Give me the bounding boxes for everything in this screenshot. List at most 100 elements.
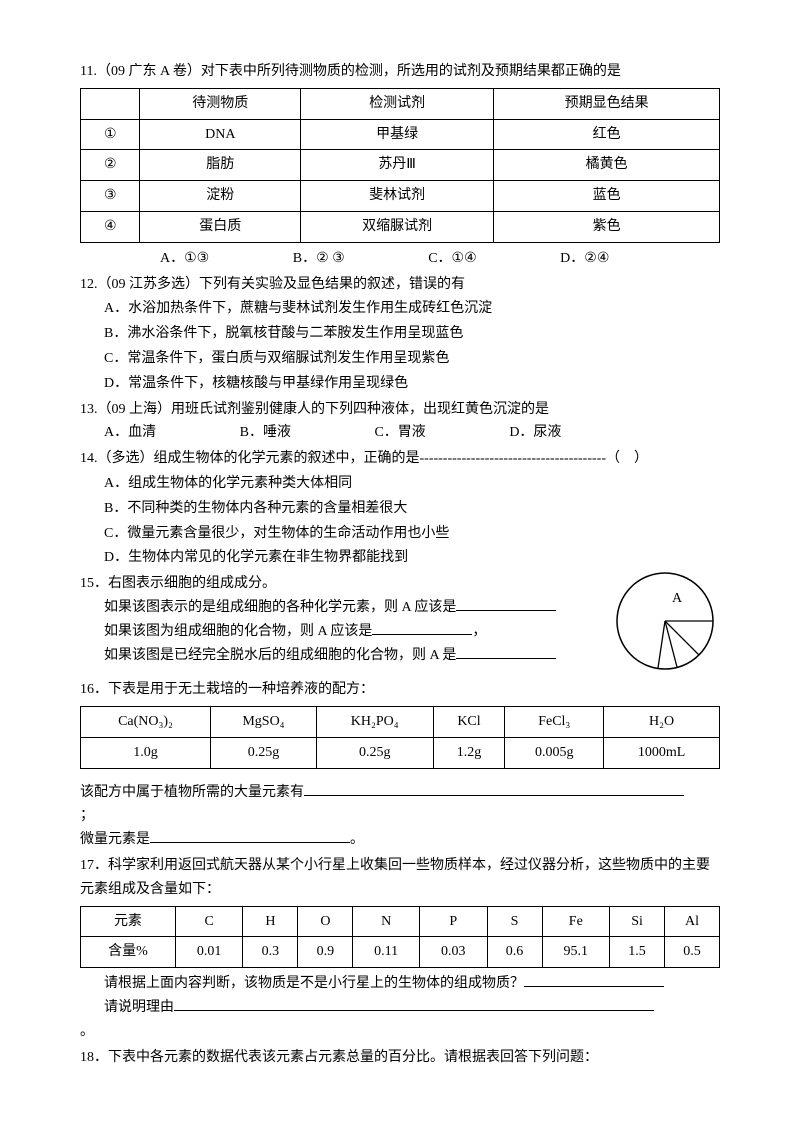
question-15: A 15．右图表示细胞的组成成分。 如果该图表示的是组成细胞的各种化学元素，则 … xyxy=(80,572,720,676)
cell: 蓝色 xyxy=(494,181,720,212)
cell: 1.0g xyxy=(81,737,211,768)
option-c: C．微量元素含量很少，对生物体的生命活动作用也小些 xyxy=(104,522,720,546)
cell: H₂O xyxy=(604,706,720,737)
q14-stem: 14.（多选）组成生物体的化学元素的叙述中，正确的是--------------… xyxy=(80,447,720,471)
cell: 蛋白质 xyxy=(140,211,301,242)
cell: 95.1 xyxy=(542,937,610,968)
question-17: 17．科学家利用返回式航天器从某个小行星上收集回一些物质样本，经过仪器分析，这些… xyxy=(80,854,720,1044)
cell: 0.11 xyxy=(353,937,420,968)
cell: P xyxy=(419,906,487,937)
cell: 淀粉 xyxy=(140,181,301,212)
cell: KH₂PO₄ xyxy=(316,706,433,737)
cell: 0.005g xyxy=(505,737,604,768)
cell: H xyxy=(243,906,298,937)
option-b: B．唾液 xyxy=(240,421,291,445)
option-b: B．不同种类的生物体内各种元素的含量相差很大 xyxy=(104,497,720,521)
cell: ② xyxy=(81,150,140,181)
table-row: Ca(NO₃)₂ MgSO₄ KH₂PO₄ KCl FeCl₃ H₂O xyxy=(81,706,720,737)
option-d: D．常温条件下，核糖核酸与甲基绿作用呈现绿色 xyxy=(104,372,720,396)
blank[interactable] xyxy=(304,781,684,796)
q11-stem: 11.（09 广东 A 卷）对下表中所列待测物质的检测，所选用的试剂及预期结果都… xyxy=(80,60,720,84)
cell: Al xyxy=(665,906,720,937)
cell: 预期显色结果 xyxy=(494,88,720,119)
cell: 0.03 xyxy=(419,937,487,968)
cell: ③ xyxy=(81,181,140,212)
cell: 元素 xyxy=(81,906,176,937)
cell: ④ xyxy=(81,211,140,242)
cell: 0.5 xyxy=(665,937,720,968)
option-d: D．②④ xyxy=(560,247,649,271)
blank[interactable] xyxy=(372,620,472,635)
cell: 0.9 xyxy=(298,937,353,968)
question-11: 11.（09 广东 A 卷）对下表中所列待测物质的检测，所选用的试剂及预期结果都… xyxy=(80,60,720,271)
cell: 含量% xyxy=(81,937,176,968)
cell: 0.25g xyxy=(316,737,433,768)
q16-stem: 16．下表是用于无土栽培的一种培养液的配方： xyxy=(80,678,720,702)
cell: N xyxy=(353,906,420,937)
pie-svg: A xyxy=(610,566,720,676)
question-14: 14.（多选）组成生物体的化学元素的叙述中，正确的是--------------… xyxy=(80,447,720,570)
cell xyxy=(81,88,140,119)
cell: 甲基绿 xyxy=(301,119,494,150)
cell: 检测试剂 xyxy=(301,88,494,119)
question-13: 13.（09 上海）用班氏试剂鉴别健康人的下列四种液体，出现红黄色沉淀的是 A．… xyxy=(80,398,720,446)
blank[interactable] xyxy=(174,996,654,1011)
option-c: C．常温条件下，蛋白质与双缩脲试剂发生作用呈现紫色 xyxy=(104,347,720,371)
cell: KCl xyxy=(433,706,505,737)
blank[interactable] xyxy=(456,596,556,611)
cell: 0.6 xyxy=(487,937,542,968)
q12-options: A．水浴加热条件下，蔗糖与斐林试剂发生作用生成砖红色沉淀 B．沸水浴条件下，脱氧… xyxy=(80,297,720,395)
q11-options: A．①③ B．② ③ C．①④ D．②④ xyxy=(80,247,720,271)
q16-semi: ； xyxy=(80,804,720,828)
pie-label-a: A xyxy=(672,591,683,606)
cell: 1.5 xyxy=(610,937,665,968)
q16-line1: 该配方中属于植物所需的大量元素有 xyxy=(80,781,720,805)
question-16: 16．下表是用于无土栽培的一种培养液的配方： Ca(NO₃)₂ MgSO₄ KH… xyxy=(80,678,720,852)
table-row: ① DNA 甲基绿 红色 xyxy=(81,119,720,150)
option-d: D．尿液 xyxy=(509,421,561,445)
cell: Ca(NO₃)₂ xyxy=(81,706,211,737)
table-row: 待测物质 检测试剂 预期显色结果 xyxy=(81,88,720,119)
cell: 0.01 xyxy=(175,937,243,968)
cell: 0.25g xyxy=(211,737,317,768)
q18-stem: 18．下表中各元素的数据代表该元素占元素总量的百分比。请根据表回答下列问题： xyxy=(80,1046,720,1070)
q17-line1: 请根据上面内容判断，该物质是不是小行星上的生物体的组成物质？ xyxy=(80,972,720,996)
cell: 斐林试剂 xyxy=(301,181,494,212)
cell: 红色 xyxy=(494,119,720,150)
option-a: A．组成生物体的化学元素种类大体相同 xyxy=(104,472,720,496)
blank[interactable] xyxy=(524,972,664,987)
q17-stem: 17．科学家利用返回式航天器从某个小行星上收集回一些物质样本，经过仪器分析，这些… xyxy=(80,854,720,902)
cell: ① xyxy=(81,119,140,150)
cell: FeCl₃ xyxy=(505,706,604,737)
cell: C xyxy=(175,906,243,937)
q13-stem: 13.（09 上海）用班氏试剂鉴别健康人的下列四种液体，出现红黄色沉淀的是 xyxy=(80,398,720,422)
cell: Fe xyxy=(542,906,610,937)
cell: 1000mL xyxy=(604,737,720,768)
cell: 双缩脲试剂 xyxy=(301,211,494,242)
cell: 脂肪 xyxy=(140,150,301,181)
question-12: 12.（09 江苏多选）下列有关实验及显色结果的叙述，错误的有 A．水浴加热条件… xyxy=(80,273,720,396)
q16-line2: 微量元素是。 xyxy=(80,828,720,852)
table-row: ② 脂肪 苏丹Ⅲ 橘黄色 xyxy=(81,150,720,181)
blank[interactable] xyxy=(456,644,556,659)
cell: O xyxy=(298,906,353,937)
cell: MgSO₄ xyxy=(211,706,317,737)
q11-table: 待测物质 检测试剂 预期显色结果 ① DNA 甲基绿 红色 ② 脂肪 苏丹Ⅲ 橘… xyxy=(80,88,720,243)
cell: 橘黄色 xyxy=(494,150,720,181)
question-18: 18．下表中各元素的数据代表该元素占元素总量的百分比。请根据表回答下列问题： xyxy=(80,1046,720,1070)
q13-options: A．血清 B．唾液 C．胃液 D．尿液 xyxy=(80,421,720,445)
q17-table: 元素 C H O N P S Fe Si Al 含量% 0.01 0.3 0.9… xyxy=(80,906,720,969)
cell: 待测物质 xyxy=(140,88,301,119)
option-b: B．沸水浴条件下，脱氧核苷酸与二苯胺发生作用呈现蓝色 xyxy=(104,322,720,346)
q16-table: Ca(NO₃)₂ MgSO₄ KH₂PO₄ KCl FeCl₃ H₂O 1.0g… xyxy=(80,706,720,769)
blank[interactable] xyxy=(150,828,350,843)
option-a: A．血清 xyxy=(104,421,156,445)
cell: DNA xyxy=(140,119,301,150)
q17-period: 。 xyxy=(80,1020,720,1044)
table-row: 1.0g 0.25g 0.25g 1.2g 0.005g 1000mL xyxy=(81,737,720,768)
option-a: A．水浴加热条件下，蔗糖与斐林试剂发生作用生成砖红色沉淀 xyxy=(104,297,720,321)
cell: 苏丹Ⅲ xyxy=(301,150,494,181)
option-c: C．胃液 xyxy=(374,421,425,445)
cell: 1.2g xyxy=(433,737,505,768)
option-b: B．② ③ xyxy=(293,247,385,271)
